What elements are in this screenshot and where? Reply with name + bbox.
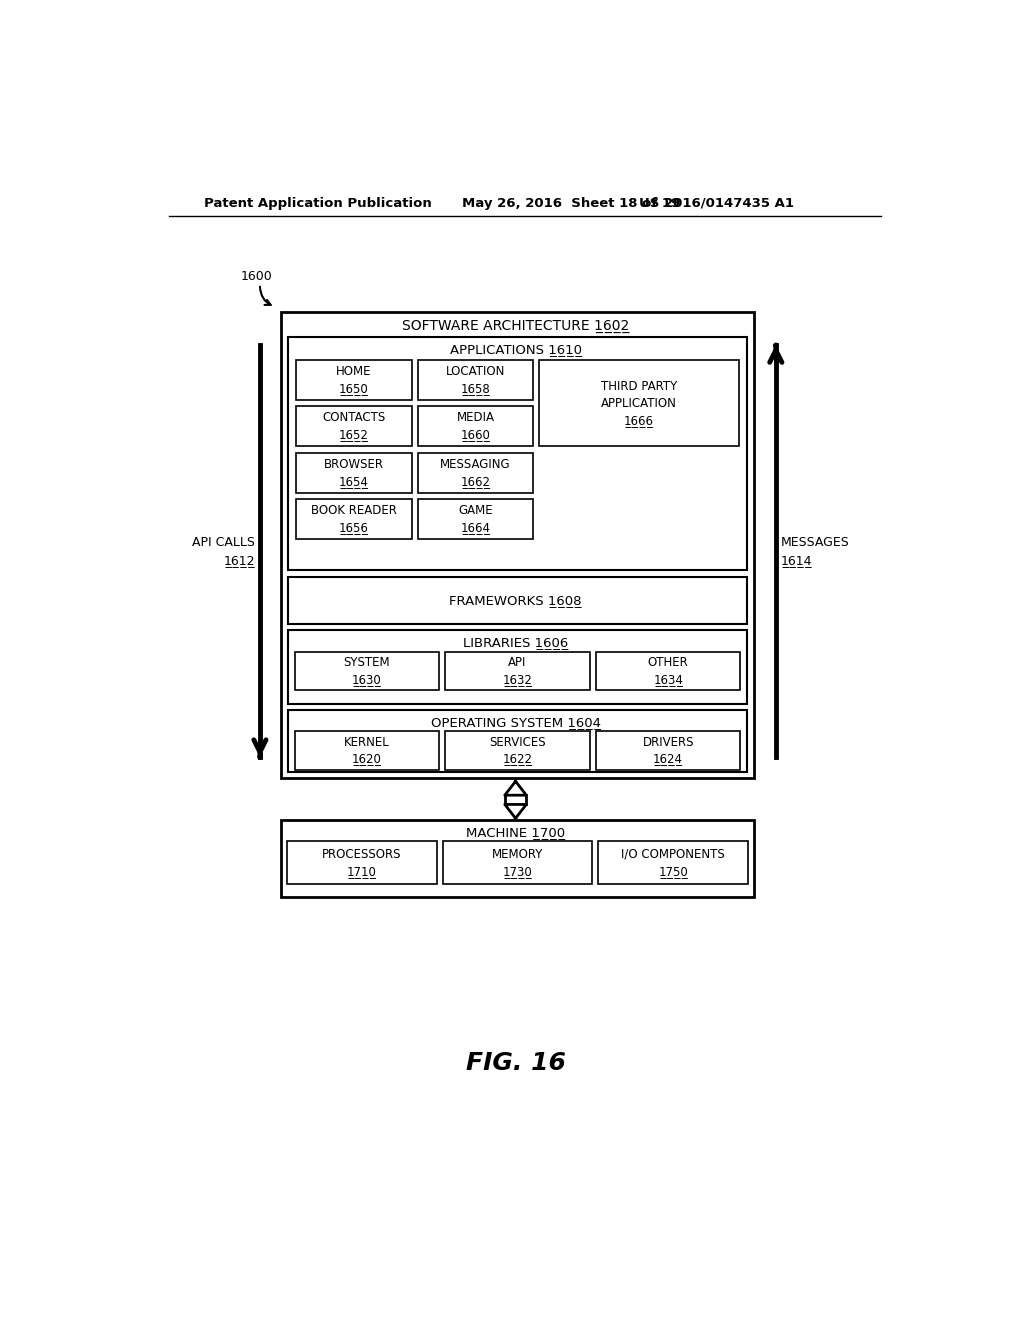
Bar <box>442 841 592 884</box>
Bar <box>596 731 740 770</box>
Text: PROCESSORS
1̲7̲1̲0̲: PROCESSORS 1̲7̲1̲0̲ <box>322 847 401 878</box>
Text: OPERATING SYSTEM 1̲6̲0̲4̲: OPERATING SYSTEM 1̲6̲0̲4̲ <box>430 715 600 729</box>
Text: SERVICES
1̲6̲2̲2̲: SERVICES 1̲6̲2̲2̲ <box>489 735 546 766</box>
Text: MEDIA
1̲6̲6̲0̲: MEDIA 1̲6̲6̲0̲ <box>457 412 495 441</box>
Text: DRIVERS
1̲6̲2̲4̲: DRIVERS 1̲6̲2̲4̲ <box>642 735 694 766</box>
Bar <box>295 731 439 770</box>
Bar <box>418 407 534 446</box>
Text: BROWSER
1̲6̲5̲4̲: BROWSER 1̲6̲5̲4̲ <box>324 458 384 487</box>
Bar <box>289 577 746 624</box>
Text: BOOK READER
1̲6̲5̲6̲: BOOK READER 1̲6̲5̲6̲ <box>311 504 396 533</box>
Text: MACHINE 1̲7̲0̲0̲: MACHINE 1̲7̲0̲0̲ <box>466 825 565 838</box>
Text: OTHER
1̲6̲3̲4̲: OTHER 1̲6̲3̲4̲ <box>648 656 688 686</box>
Bar <box>287 841 436 884</box>
Text: API CALLS
1̲6̲1̲2̲: API CALLS 1̲6̲1̲2̲ <box>193 536 255 566</box>
Text: MEMORY
1̲7̲3̲0̲: MEMORY 1̲7̲3̲0̲ <box>492 847 543 878</box>
Bar <box>418 360 534 400</box>
Text: 1600: 1600 <box>241 269 272 282</box>
Text: APPLICATIONS 1̲6̲1̲0̲: APPLICATIONS 1̲6̲1̲0̲ <box>450 343 582 356</box>
Bar <box>289 631 746 704</box>
Bar <box>281 313 755 779</box>
Text: I/O COMPONENTS
1̲7̲5̲0̲: I/O COMPONENTS 1̲7̲5̲0̲ <box>622 847 725 878</box>
Text: SYSTEM
1̲6̲3̲0̲: SYSTEM 1̲6̲3̲0̲ <box>343 656 390 686</box>
Bar <box>296 360 412 400</box>
Text: LOCATION
1̲6̲5̲8̲: LOCATION 1̲6̲5̲8̲ <box>445 366 505 395</box>
Text: FRAMEWORKS 1̲6̲0̲8̲: FRAMEWORKS 1̲6̲0̲8̲ <box>450 594 582 607</box>
Text: May 26, 2016  Sheet 18 of 19: May 26, 2016 Sheet 18 of 19 <box>462 197 680 210</box>
Bar <box>289 710 746 772</box>
Bar <box>296 453 412 492</box>
Bar <box>596 652 740 690</box>
Text: US 2016/0147435 A1: US 2016/0147435 A1 <box>639 197 794 210</box>
Bar <box>418 499 534 539</box>
Bar <box>445 652 590 690</box>
Polygon shape <box>505 804 526 818</box>
Text: API
1̲6̲3̲2̲: API 1̲6̲3̲2̲ <box>503 656 532 686</box>
Bar <box>296 499 412 539</box>
Bar <box>540 360 739 446</box>
Text: CONTACTS
1̲6̲5̲2̲: CONTACTS 1̲6̲5̲2̲ <box>323 412 385 441</box>
Bar <box>598 841 749 884</box>
Text: HOME
1̲6̲5̲0̲: HOME 1̲6̲5̲0̲ <box>336 366 372 395</box>
Text: MESSAGING
1̲6̲6̲2̲: MESSAGING 1̲6̲6̲2̲ <box>440 458 511 487</box>
Text: LIBRARIES 1̲6̲0̲6̲: LIBRARIES 1̲6̲0̲6̲ <box>463 636 568 649</box>
Text: GAME
1̲6̲6̲4̲: GAME 1̲6̲6̲4̲ <box>458 504 493 533</box>
Bar <box>418 453 534 492</box>
Polygon shape <box>505 781 526 795</box>
Text: FIG. 16: FIG. 16 <box>466 1051 565 1076</box>
Bar <box>295 652 439 690</box>
Bar <box>289 337 746 570</box>
Bar <box>296 407 412 446</box>
Text: MESSAGES
1̲6̲1̲4̲: MESSAGES 1̲6̲1̲4̲ <box>780 536 849 566</box>
Text: THIRD PARTY
APPLICATION
1̲6̲6̲6̲: THIRD PARTY APPLICATION 1̲6̲6̲6̲ <box>601 380 677 426</box>
Bar <box>445 731 590 770</box>
Bar <box>281 820 755 896</box>
Text: KERNEL
1̲6̲2̲0̲: KERNEL 1̲6̲2̲0̲ <box>344 735 390 766</box>
Text: SOFTWARE ARCHITECTURE 1̲6̲0̲2̲: SOFTWARE ARCHITECTURE 1̲6̲0̲2̲ <box>402 319 629 333</box>
Text: Patent Application Publication: Patent Application Publication <box>204 197 431 210</box>
